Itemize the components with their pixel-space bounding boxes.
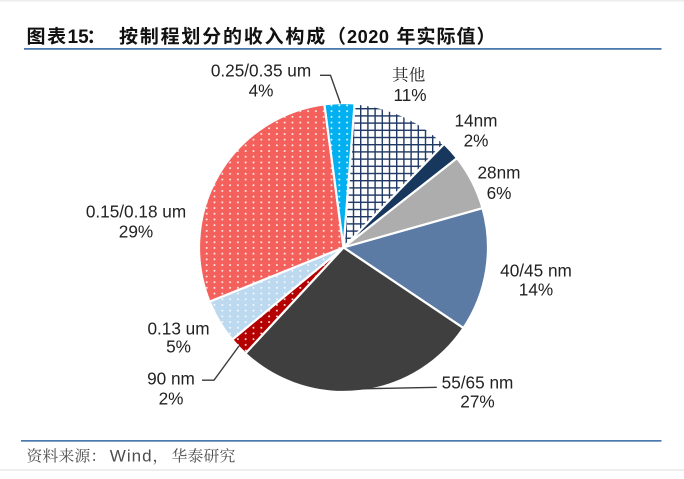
- svg-text:14%: 14%: [519, 280, 553, 300]
- svg-text:11%: 11%: [393, 85, 426, 105]
- svg-text:2020: 2020: [347, 27, 389, 47]
- svg-text:29%: 29%: [119, 222, 153, 242]
- svg-text:0.25/0.35 um: 0.25/0.35 um: [211, 61, 311, 81]
- svg-text:5%: 5%: [166, 337, 191, 357]
- svg-text:14nm: 14nm: [455, 110, 498, 130]
- svg-text:40/45 nm: 40/45 nm: [500, 261, 572, 281]
- svg-text:90 nm: 90 nm: [147, 369, 195, 389]
- svg-text:0.15/0.18 um: 0.15/0.18 um: [86, 202, 186, 222]
- svg-text:27%: 27%: [460, 392, 494, 412]
- svg-text:Wind: Wind: [110, 447, 153, 466]
- svg-text:2%: 2%: [464, 130, 489, 150]
- svg-text:28nm: 28nm: [478, 163, 521, 183]
- svg-text:15: 15: [68, 27, 90, 48]
- svg-text:55/65 nm: 55/65 nm: [442, 372, 514, 392]
- svg-text:6%: 6%: [487, 183, 512, 203]
- svg-text:0.13 um: 0.13 um: [147, 319, 209, 339]
- svg-text:4%: 4%: [249, 81, 274, 101]
- svg-text:2%: 2%: [159, 389, 184, 409]
